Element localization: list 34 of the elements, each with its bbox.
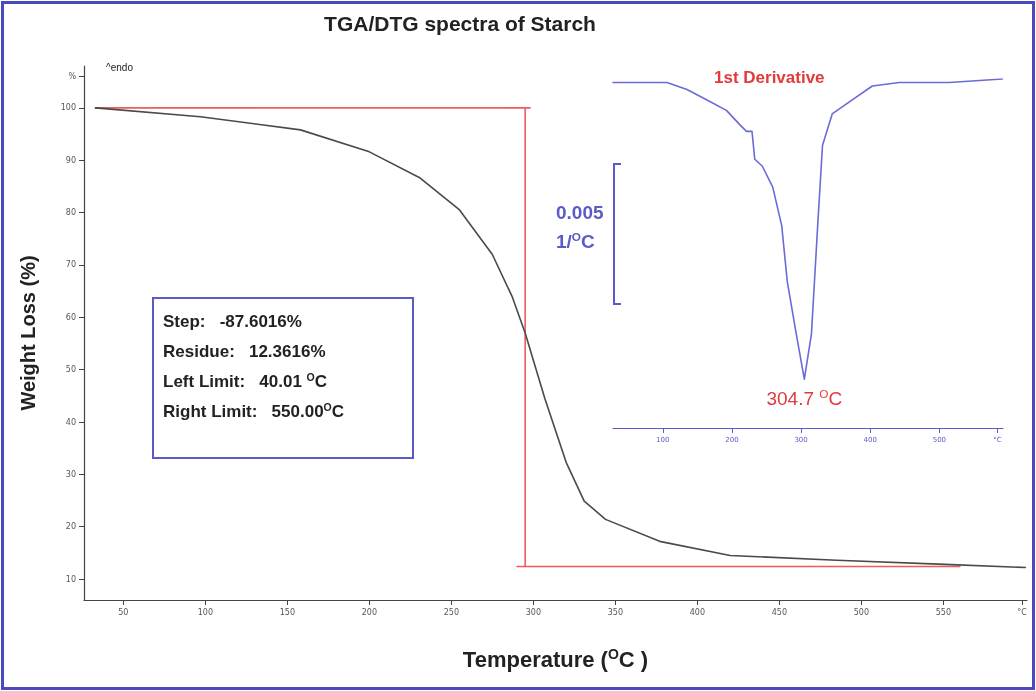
y-tick-label: 80	[65, 208, 76, 218]
annotation: 0.005	[556, 202, 604, 223]
x-tick-label: 100	[197, 607, 213, 617]
x-tick-label: 200	[361, 607, 377, 617]
x-tick-label: 500	[853, 607, 869, 617]
x-tick-label: 400	[689, 607, 705, 617]
annotation: 304.7 $^{O}$C	[766, 387, 843, 410]
y-tick-label: 60	[65, 312, 76, 322]
annotation: Left Limit: 40.01 $^{O}$C	[163, 369, 329, 393]
y-tick-label: 70	[65, 260, 76, 270]
x-tick-label: 150	[279, 607, 295, 617]
y-axis-title: Weight Loss (%)	[17, 255, 39, 411]
x-tick-label: 50	[118, 607, 129, 617]
annotation: ^endo	[106, 62, 133, 73]
annotation: Residue: 12.3616%	[163, 341, 327, 363]
annotation: 1/$^{O}$C	[556, 229, 595, 252]
x-tick-label: 350	[607, 607, 623, 617]
x-tick-label: 550	[935, 607, 951, 617]
y-tick-label: 20	[65, 522, 76, 532]
y-tick-label: %	[68, 71, 77, 81]
annotation: Right Limit: 550.00$^{O}$C	[163, 399, 346, 423]
annotation: 1st Derivative	[714, 68, 825, 87]
chart-title: TGA/DTG spectra of Starch	[324, 12, 596, 35]
x-tick-label: 300	[525, 607, 541, 617]
x-tick-label: 250	[443, 607, 459, 617]
y-tick-label: 50	[65, 365, 76, 375]
annotation: Step: -87.6016%	[163, 311, 303, 333]
y-tick-label: 10	[65, 574, 76, 584]
y-tick-label: 40	[65, 417, 76, 427]
y-tick-label: 90	[65, 155, 76, 165]
x-tick-label: °C	[1017, 607, 1028, 617]
y-tick-label: 100	[60, 103, 76, 113]
y-tick-label: 30	[65, 469, 76, 479]
x-tick-label: 450	[771, 607, 787, 617]
